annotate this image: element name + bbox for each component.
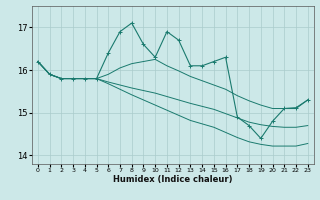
- X-axis label: Humidex (Indice chaleur): Humidex (Indice chaleur): [113, 175, 233, 184]
